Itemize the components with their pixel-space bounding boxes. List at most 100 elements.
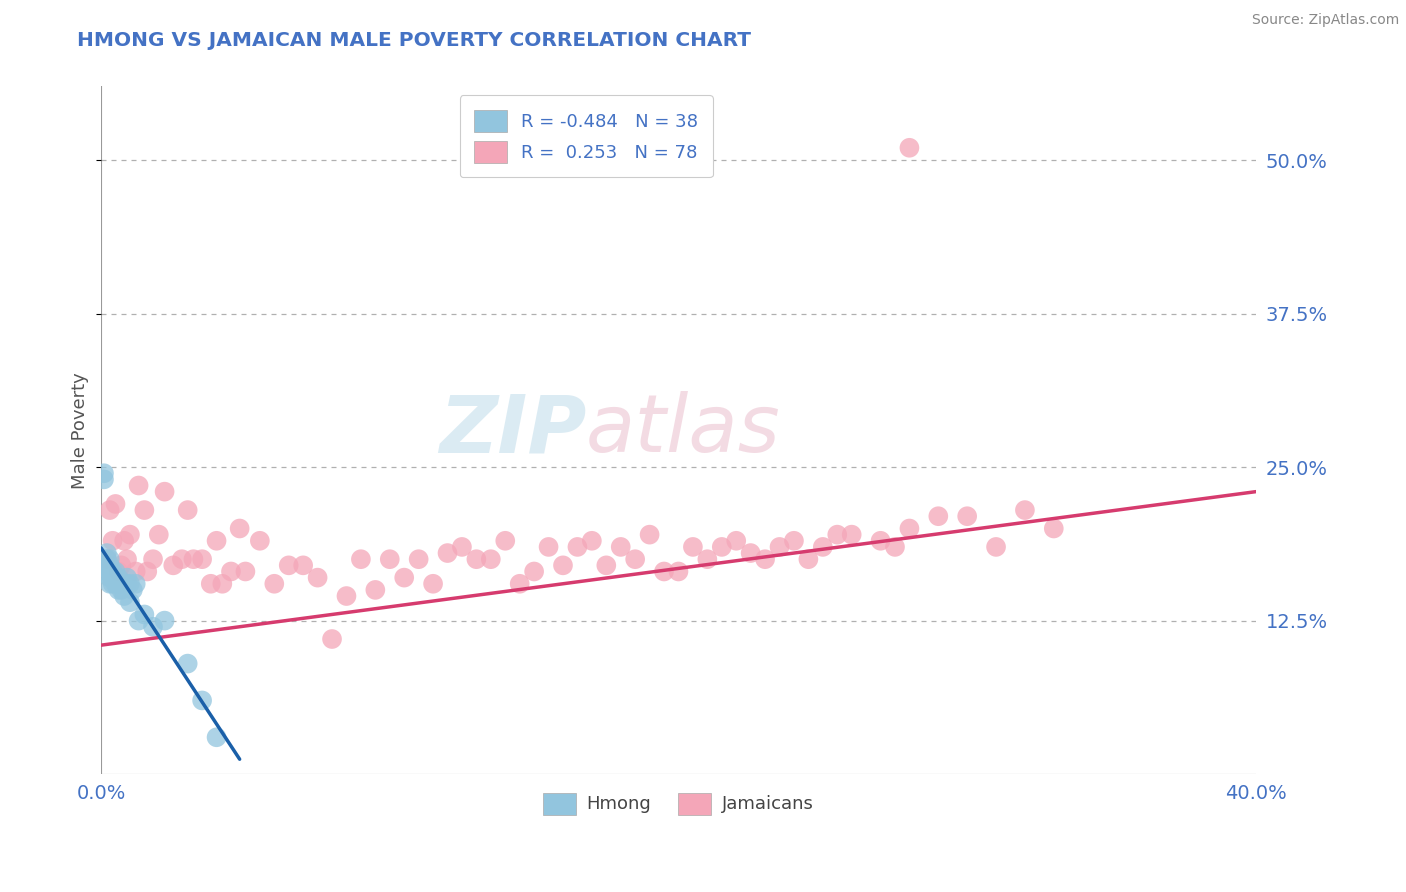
- Point: [307, 571, 329, 585]
- Point: [898, 521, 921, 535]
- Point: [523, 565, 546, 579]
- Point: [162, 558, 184, 573]
- Point: [984, 540, 1007, 554]
- Point: [364, 582, 387, 597]
- Point: [118, 576, 141, 591]
- Point: [725, 533, 748, 548]
- Point: [191, 552, 214, 566]
- Point: [153, 614, 176, 628]
- Point: [249, 533, 271, 548]
- Point: [668, 565, 690, 579]
- Point: [125, 565, 148, 579]
- Point: [595, 558, 617, 573]
- Point: [148, 527, 170, 541]
- Text: ZIP: ZIP: [439, 392, 586, 469]
- Point: [118, 595, 141, 609]
- Point: [96, 565, 118, 579]
- Point: [98, 576, 121, 591]
- Point: [98, 552, 121, 566]
- Point: [205, 533, 228, 548]
- Point: [101, 571, 124, 585]
- Point: [567, 540, 589, 554]
- Point: [107, 571, 129, 585]
- Point: [841, 527, 863, 541]
- Point: [408, 552, 430, 566]
- Point: [170, 552, 193, 566]
- Point: [1042, 521, 1064, 535]
- Point: [1014, 503, 1036, 517]
- Point: [104, 497, 127, 511]
- Point: [183, 552, 205, 566]
- Point: [451, 540, 474, 554]
- Point: [101, 576, 124, 591]
- Point: [609, 540, 631, 554]
- Point: [956, 509, 979, 524]
- Point: [754, 552, 776, 566]
- Point: [321, 632, 343, 646]
- Point: [927, 509, 949, 524]
- Point: [110, 558, 132, 573]
- Point: [638, 527, 661, 541]
- Point: [422, 576, 444, 591]
- Point: [740, 546, 762, 560]
- Point: [624, 552, 647, 566]
- Point: [235, 565, 257, 579]
- Point: [219, 565, 242, 579]
- Point: [104, 571, 127, 585]
- Point: [292, 558, 315, 573]
- Point: [134, 607, 156, 622]
- Point: [93, 467, 115, 481]
- Point: [696, 552, 718, 566]
- Point: [98, 565, 121, 579]
- Point: [884, 540, 907, 554]
- Text: atlas: atlas: [586, 392, 780, 469]
- Point: [107, 565, 129, 579]
- Point: [93, 472, 115, 486]
- Point: [110, 582, 132, 597]
- Point: [436, 546, 458, 560]
- Point: [898, 141, 921, 155]
- Point: [652, 565, 675, 579]
- Text: HMONG VS JAMAICAN MALE POVERTY CORRELATION CHART: HMONG VS JAMAICAN MALE POVERTY CORRELATI…: [77, 31, 751, 50]
- Point: [211, 576, 233, 591]
- Point: [98, 565, 121, 579]
- Point: [537, 540, 560, 554]
- Text: Source: ZipAtlas.com: Source: ZipAtlas.com: [1251, 13, 1399, 28]
- Point: [335, 589, 357, 603]
- Point: [118, 527, 141, 541]
- Point: [115, 552, 138, 566]
- Point: [581, 533, 603, 548]
- Point: [494, 533, 516, 548]
- Point: [104, 576, 127, 591]
- Point: [104, 565, 127, 579]
- Point: [110, 576, 132, 591]
- Point: [98, 503, 121, 517]
- Point: [136, 565, 159, 579]
- Point: [128, 478, 150, 492]
- Y-axis label: Male Poverty: Male Poverty: [72, 372, 89, 489]
- Point: [176, 503, 198, 517]
- Point: [378, 552, 401, 566]
- Point: [112, 576, 135, 591]
- Point: [115, 576, 138, 591]
- Point: [682, 540, 704, 554]
- Point: [783, 533, 806, 548]
- Point: [153, 484, 176, 499]
- Point: [96, 552, 118, 566]
- Point: [277, 558, 299, 573]
- Point: [350, 552, 373, 566]
- Point: [112, 589, 135, 603]
- Point: [125, 576, 148, 591]
- Point: [121, 582, 143, 597]
- Point: [142, 552, 165, 566]
- Point: [98, 571, 121, 585]
- Point: [134, 503, 156, 517]
- Point: [551, 558, 574, 573]
- Point: [96, 558, 118, 573]
- Point: [228, 521, 250, 535]
- Point: [107, 576, 129, 591]
- Point: [101, 533, 124, 548]
- Point: [509, 576, 531, 591]
- Point: [710, 540, 733, 554]
- Point: [465, 552, 488, 566]
